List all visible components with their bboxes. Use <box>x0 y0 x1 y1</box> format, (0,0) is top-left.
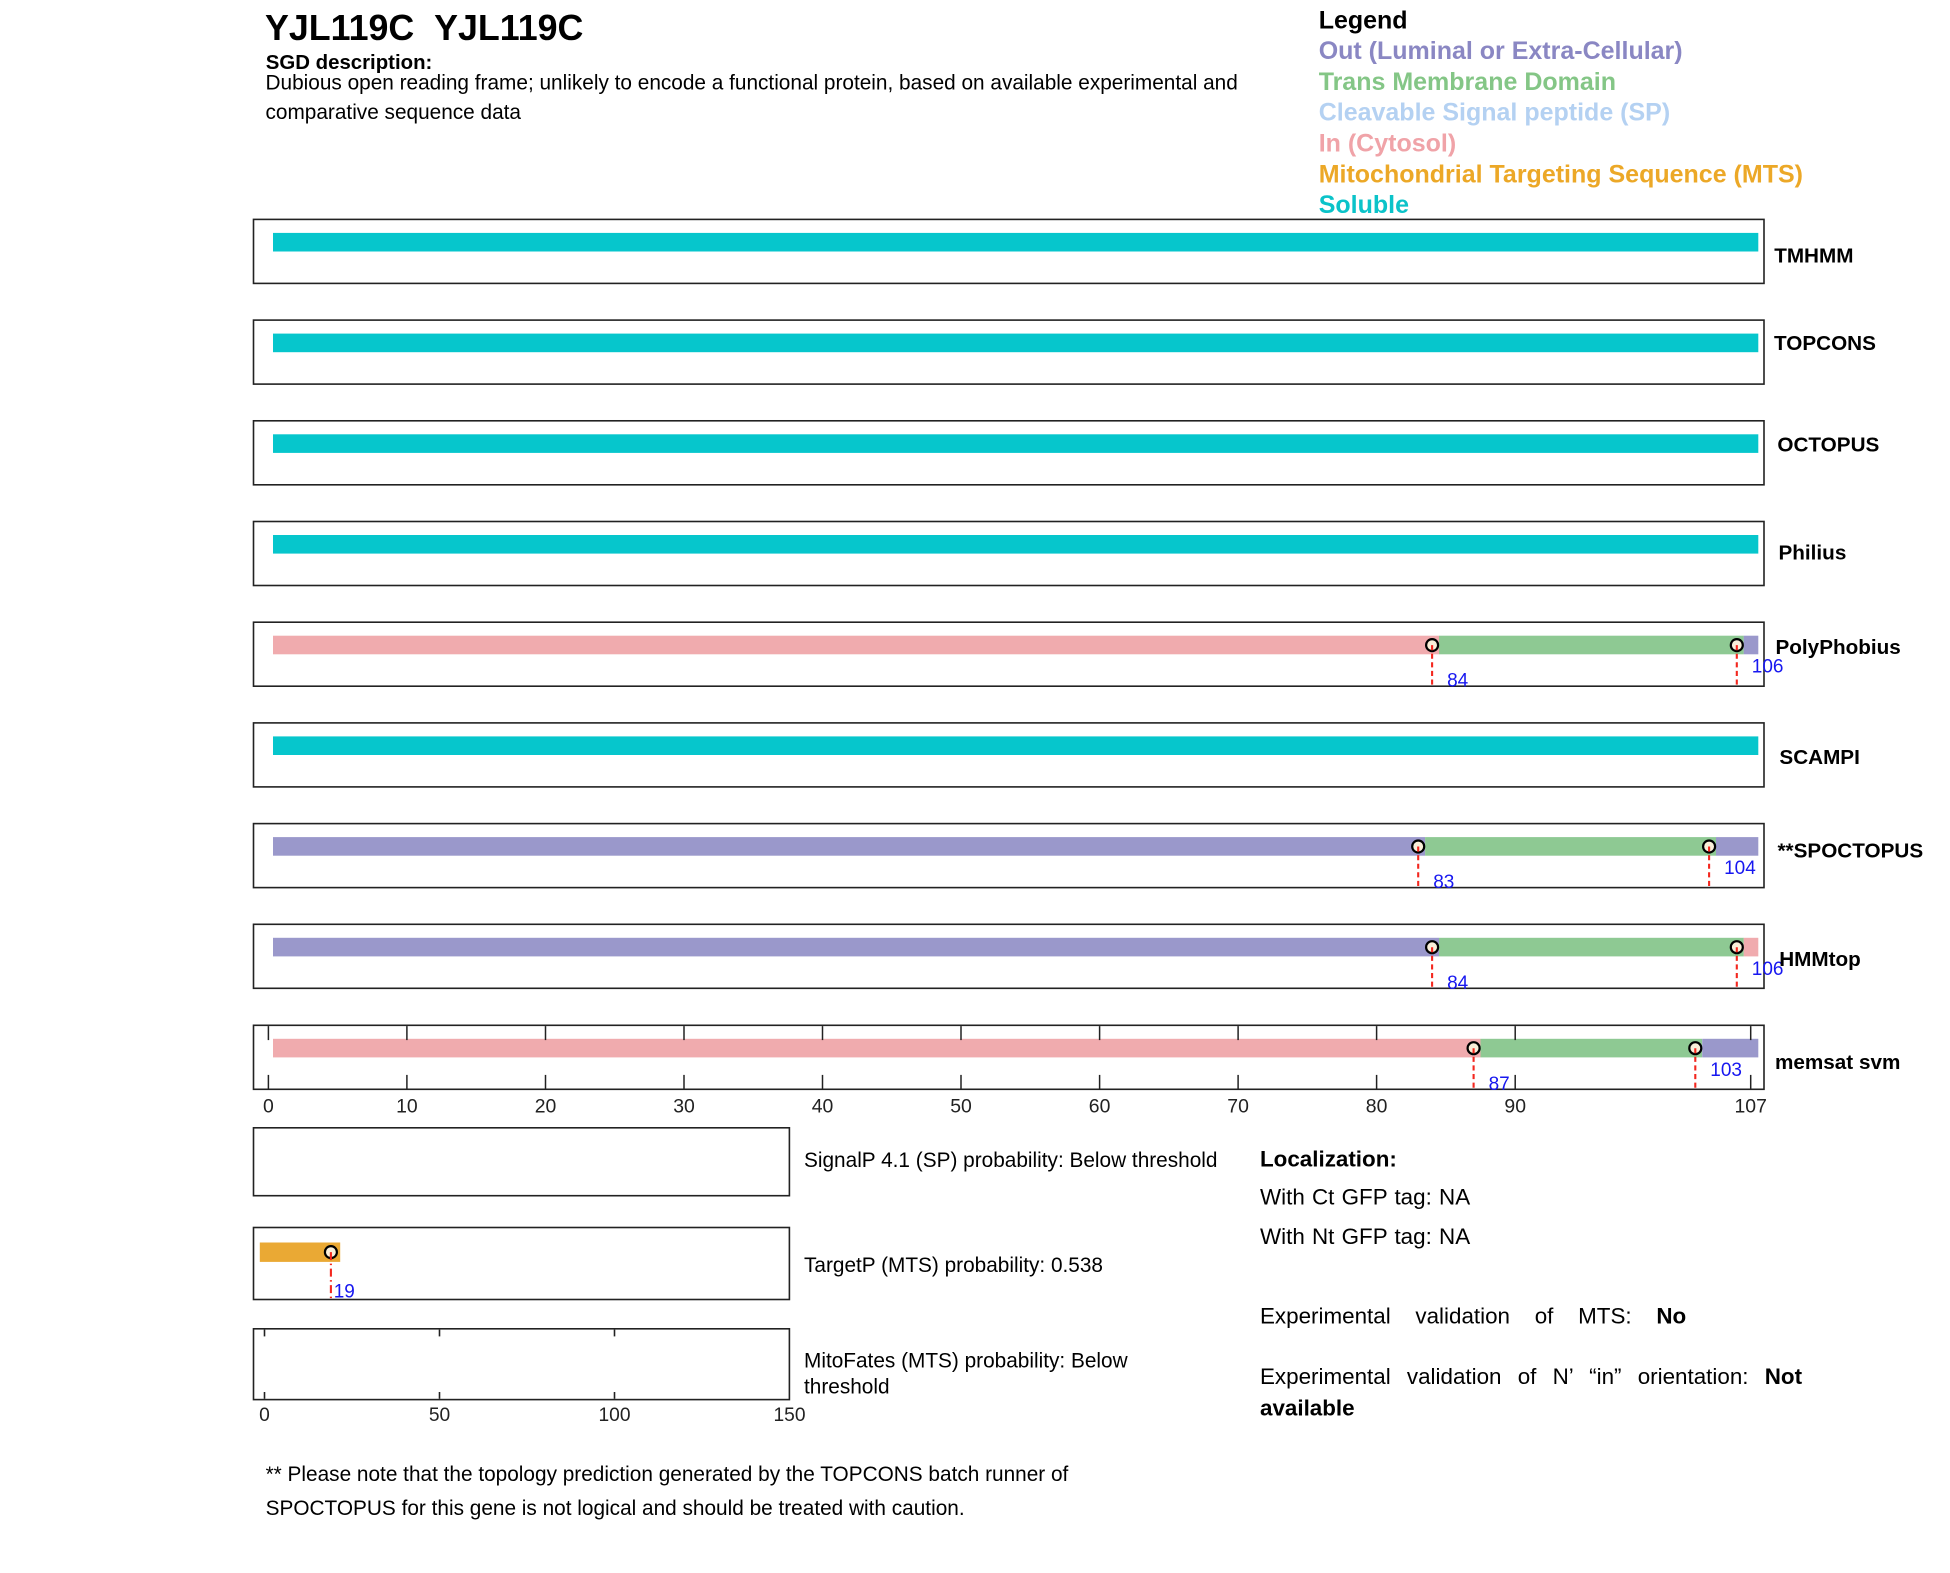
svg-text:80: 80 <box>1366 1096 1388 1118</box>
svg-text:**SPOCTOPUS: **SPOCTOPUS <box>1778 839 1924 862</box>
svg-text:TMHMM: TMHMM <box>1774 244 1853 267</box>
svg-text:In (Cytosol): In (Cytosol) <box>1319 130 1457 158</box>
svg-text:150: 150 <box>773 1405 805 1426</box>
svg-text:SGD description:: SGD description: <box>266 52 433 74</box>
svg-text:0: 0 <box>263 1096 274 1118</box>
svg-text:Experimental validation of MTS: Experimental validation of MTS: No <box>1260 1304 1686 1329</box>
svg-text:SignalP 4.1 (SP) probability:: SignalP 4.1 (SP) probability: Below thre… <box>804 1149 1217 1172</box>
svg-text:50: 50 <box>950 1096 972 1118</box>
svg-text:Philius: Philius <box>1779 541 1847 564</box>
svg-text:With Ct GFP tag: NA: With Ct GFP tag: NA <box>1260 1184 1470 1209</box>
svg-text:40: 40 <box>812 1096 834 1118</box>
svg-text:60: 60 <box>1089 1096 1111 1118</box>
svg-text:106: 106 <box>1752 959 1784 980</box>
svg-text:TargetP (MTS) probability: 0.5: TargetP (MTS) probability: 0.538 <box>804 1254 1103 1277</box>
svg-text:Cleavable Signal peptide (SP): Cleavable Signal peptide (SP) <box>1319 99 1670 127</box>
svg-text:memsat svm: memsat svm <box>1775 1051 1900 1074</box>
svg-text:50: 50 <box>429 1405 450 1426</box>
svg-text:84: 84 <box>1447 973 1469 994</box>
svg-text:10: 10 <box>396 1096 418 1118</box>
svg-text:Soluble: Soluble <box>1319 191 1409 219</box>
svg-text:19: 19 <box>334 1281 355 1302</box>
svg-text:YJL119C YJL119C: YJL119C YJL119C <box>265 8 583 48</box>
svg-text:Out (Luminal or Extra-Cellular: Out (Luminal or Extra-Cellular) <box>1319 37 1683 65</box>
svg-text:107: 107 <box>1735 1096 1767 1118</box>
svg-text:SPOCTOPUS for this gene is not: SPOCTOPUS for this gene is not logical a… <box>266 1497 965 1520</box>
svg-text:** Please note that the topolo: ** Please note that the topology predict… <box>266 1463 1069 1486</box>
svg-text:104: 104 <box>1724 858 1756 879</box>
svg-text:OCTOPUS: OCTOPUS <box>1777 434 1879 457</box>
svg-text:83: 83 <box>1433 872 1454 893</box>
svg-text:HMMtop: HMMtop <box>1779 948 1861 971</box>
svg-text:TOPCONS: TOPCONS <box>1774 332 1876 355</box>
svg-text:103: 103 <box>1710 1060 1742 1081</box>
svg-text:available: available <box>1260 1396 1355 1421</box>
svg-text:With Nt GFP tag: NA: With Nt GFP tag: NA <box>1260 1224 1470 1249</box>
svg-text:100: 100 <box>598 1405 630 1426</box>
svg-text:87: 87 <box>1489 1074 1510 1095</box>
svg-text:70: 70 <box>1227 1096 1249 1118</box>
svg-text:0: 0 <box>259 1405 270 1426</box>
svg-text:comparative sequence data: comparative sequence data <box>266 101 522 124</box>
svg-text:Localization:: Localization: <box>1260 1147 1397 1172</box>
svg-text:threshold: threshold <box>804 1376 890 1399</box>
svg-text:84: 84 <box>1447 671 1469 692</box>
svg-text:MitoFates (MTS) probability: B: MitoFates (MTS) probability: Below <box>804 1350 1129 1373</box>
svg-text:20: 20 <box>535 1096 557 1118</box>
svg-text:106: 106 <box>1752 657 1784 678</box>
svg-text:Dubious open reading frame; un: Dubious open reading frame; unlikely to … <box>266 72 1238 95</box>
svg-text:Trans Membrane Domain: Trans Membrane Domain <box>1319 68 1616 96</box>
svg-text:SCAMPI: SCAMPI <box>1779 746 1859 769</box>
svg-text:Mitochondrial Targeting Sequen: Mitochondrial Targeting Sequence (MTS) <box>1319 160 1803 188</box>
svg-text:30: 30 <box>673 1096 695 1118</box>
svg-text:Legend: Legend <box>1319 6 1408 34</box>
svg-text:90: 90 <box>1504 1096 1526 1118</box>
svg-text:PolyPhobius: PolyPhobius <box>1776 636 1901 659</box>
svg-text:Experimental validation of N’: Experimental validation of N’ “in” orien… <box>1260 1364 1803 1389</box>
